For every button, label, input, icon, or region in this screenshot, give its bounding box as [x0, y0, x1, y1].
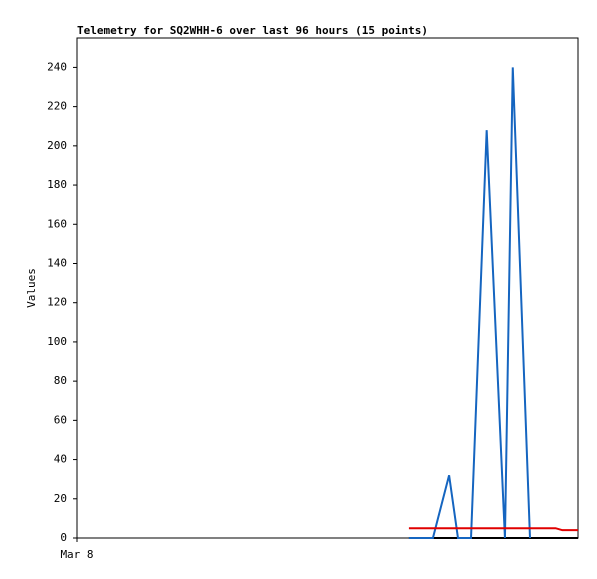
y-tick-label: 220	[47, 100, 67, 113]
y-tick-label: 160	[47, 217, 67, 230]
chart-title: Telemetry for SQ2WHH-6 over last 96 hour…	[77, 24, 428, 37]
y-tick-label: 0	[60, 531, 67, 544]
x-tick-label: Mar 8	[60, 548, 93, 561]
y-tick-label: 60	[54, 413, 67, 426]
y-axis-label: Values	[25, 268, 38, 308]
series-line	[408, 527, 578, 532]
y-tick-label: 40	[54, 453, 67, 466]
y-tick-label: 140	[47, 256, 67, 269]
y-tick-label: 200	[47, 139, 67, 152]
series-line	[408, 67, 531, 539]
plot-frame	[76, 37, 579, 539]
y-tick-label: 240	[47, 60, 67, 73]
y-tick-label: 180	[47, 178, 67, 191]
y-tick-label: 80	[54, 374, 67, 387]
y-tick-label: 20	[54, 492, 67, 505]
y-tick-label: 100	[47, 335, 67, 348]
y-tick-label: 120	[47, 296, 67, 309]
